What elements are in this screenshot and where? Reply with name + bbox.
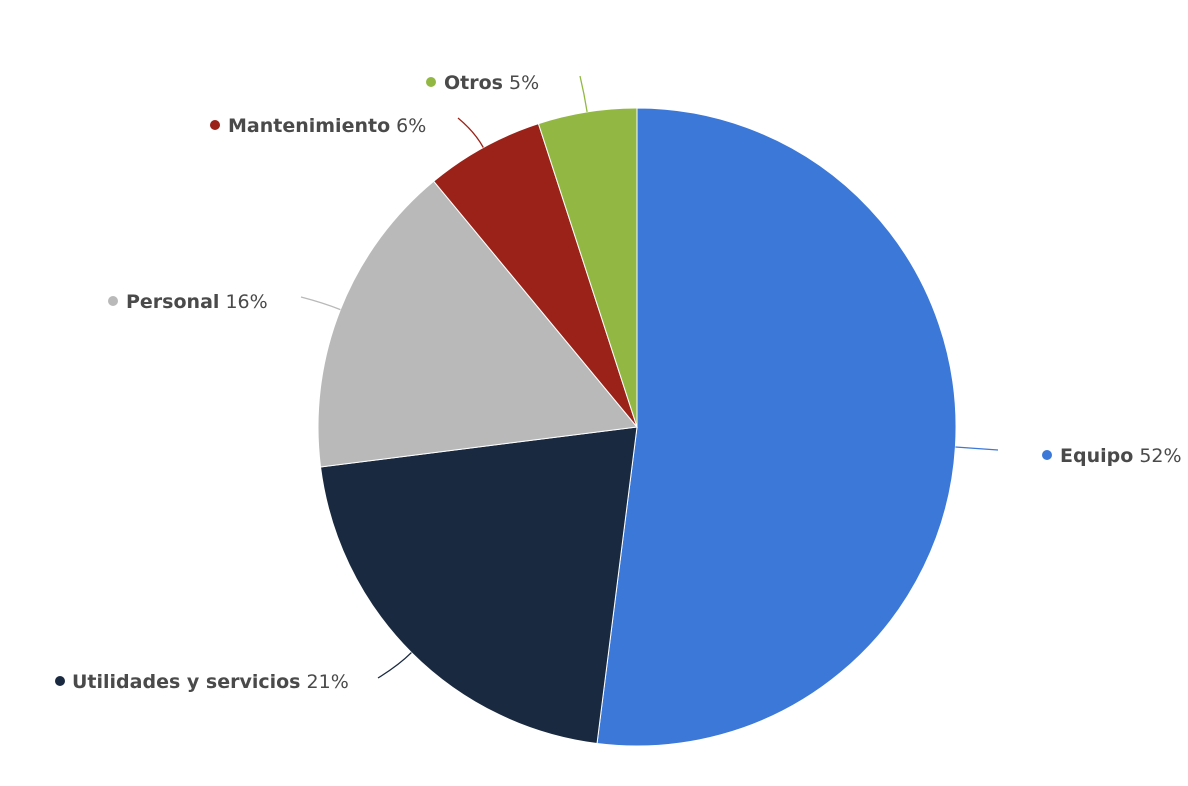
label-marker bbox=[210, 120, 220, 130]
slice-label-name: Otros bbox=[444, 72, 503, 94]
slice-label-name: Personal bbox=[126, 291, 219, 313]
slice-label-value: 16% bbox=[219, 291, 267, 313]
slice-labels: Equipo 52% Utilidades y servicios 21% Pers… bbox=[55, 72, 1182, 693]
pie-slice-mantenimiento[interactable] bbox=[432, 122, 638, 428]
slice-label: Mantenimiento 6% bbox=[228, 115, 426, 137]
slice-label-name: Utilidades y servicios bbox=[72, 671, 300, 693]
pie-slice-otros[interactable] bbox=[537, 107, 638, 428]
slice-label: Utilidades y servicios 21% bbox=[72, 671, 349, 693]
slice-label-value: 5% bbox=[503, 72, 539, 94]
label-marker bbox=[426, 77, 436, 87]
pie-slices bbox=[317, 107, 957, 747]
slice-label: Equipo 52% bbox=[1060, 445, 1182, 467]
leader-line bbox=[377, 652, 412, 679]
slice-label-value: 21% bbox=[300, 671, 348, 693]
pie-slice-equipo[interactable] bbox=[596, 107, 957, 747]
slice-label-value: 52% bbox=[1133, 445, 1181, 467]
leader-line bbox=[955, 446, 999, 451]
pie-slice-utilidades-y-servicios[interactable] bbox=[319, 426, 638, 745]
label-marker bbox=[55, 676, 65, 686]
leader-line bbox=[300, 296, 341, 311]
slice-label-name: Equipo bbox=[1060, 445, 1133, 467]
slice-label-value: 6% bbox=[390, 115, 426, 137]
slice-label: Personal 16% bbox=[126, 291, 268, 313]
slice-label: Otros 5% bbox=[444, 72, 539, 94]
label-marker bbox=[1042, 450, 1052, 460]
leader-line bbox=[579, 75, 588, 113]
label-marker bbox=[108, 296, 118, 306]
leader-lines bbox=[300, 75, 999, 679]
slice-label-name: Mantenimiento bbox=[228, 115, 390, 137]
leader-line bbox=[457, 117, 484, 148]
